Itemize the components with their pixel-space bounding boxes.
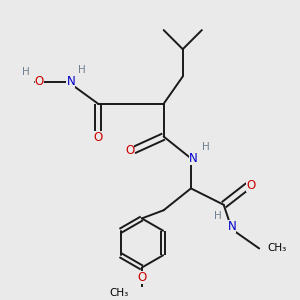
Text: O: O: [246, 179, 256, 192]
Text: H: H: [22, 68, 30, 77]
Text: H: H: [202, 142, 210, 152]
Text: H: H: [78, 65, 85, 75]
Text: O: O: [35, 75, 44, 88]
Text: O: O: [137, 271, 146, 284]
Text: N: N: [189, 152, 198, 165]
Text: N: N: [67, 75, 75, 88]
Text: O: O: [94, 131, 103, 144]
Text: CH₃: CH₃: [109, 289, 128, 298]
Text: N: N: [227, 220, 236, 233]
Text: CH₃: CH₃: [267, 244, 286, 254]
Text: H: H: [214, 211, 222, 221]
Text: O: O: [125, 144, 134, 157]
